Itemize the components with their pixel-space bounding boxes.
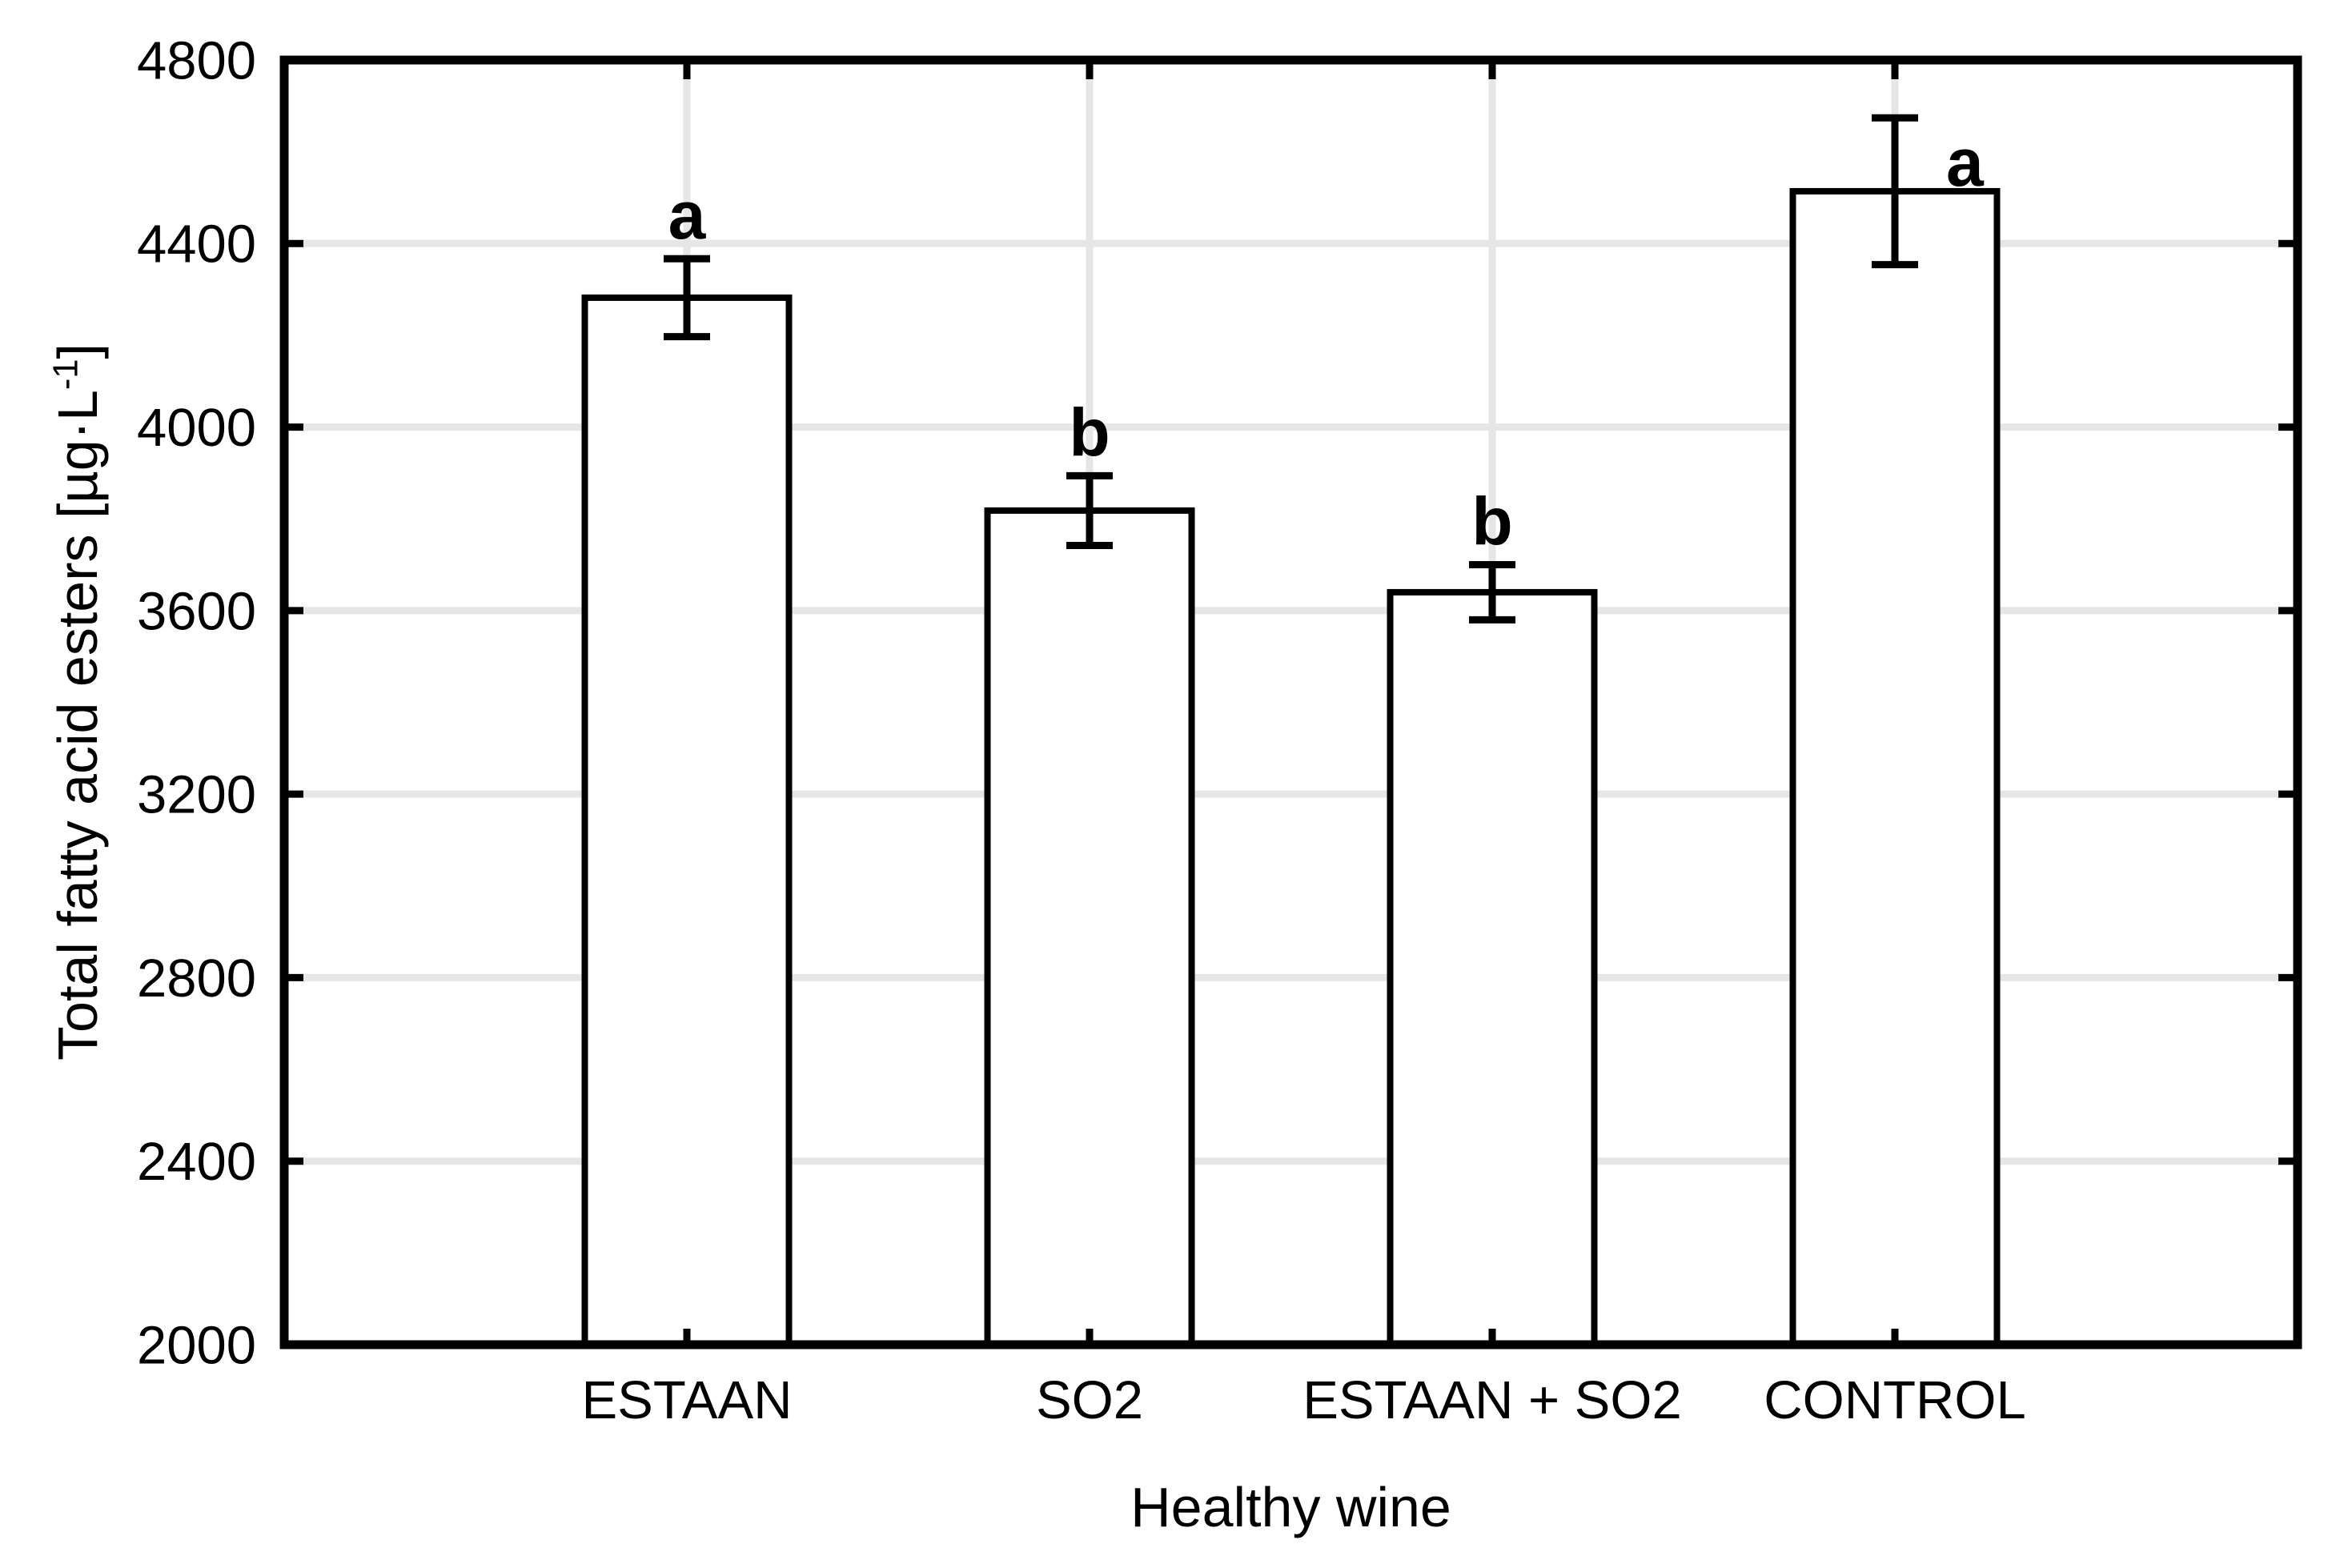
bar-ESTAAN [581,294,793,1348]
bar-CONTROL [1789,187,2001,1348]
y-axis-title-superscript: -1 [46,359,86,391]
y-tick-label: 4000 [137,398,256,458]
y-axis-title-text: Total fatty acid esters [µg·L [46,390,109,1061]
y-tick-label: 3600 [137,581,256,641]
significance-letter: a [668,178,707,253]
y-tick-label: 4800 [137,30,256,90]
y-tick-label: 4400 [137,215,256,275]
y-tick-label: 3200 [137,765,256,825]
significance-letter: b [1471,484,1512,559]
significance-letter: a [1946,125,1985,200]
bar-SO2 [984,507,1195,1348]
y-tick-label: 2000 [137,1315,256,1375]
x-category-label: ESTAAN + SO2 [1302,1370,1682,1430]
significance-letter: b [1069,395,1110,470]
y-tick-label: 2400 [137,1132,256,1192]
y-axis-title-suffix: ] [46,343,109,359]
x-category-label: CONTROL [1764,1370,2026,1430]
y-axis-title: Total fatty acid esters [µg·L-1] [46,343,110,1061]
plot-frame [279,55,2302,1349]
x-axis-title: Healthy wine [1130,1476,1451,1538]
x-category-label: ESTAAN [581,1370,792,1430]
bar-ESTAAN + SO2 [1387,588,1598,1348]
x-category-label: SO2 [1036,1370,1143,1430]
y-tick-label: 2800 [137,948,256,1009]
